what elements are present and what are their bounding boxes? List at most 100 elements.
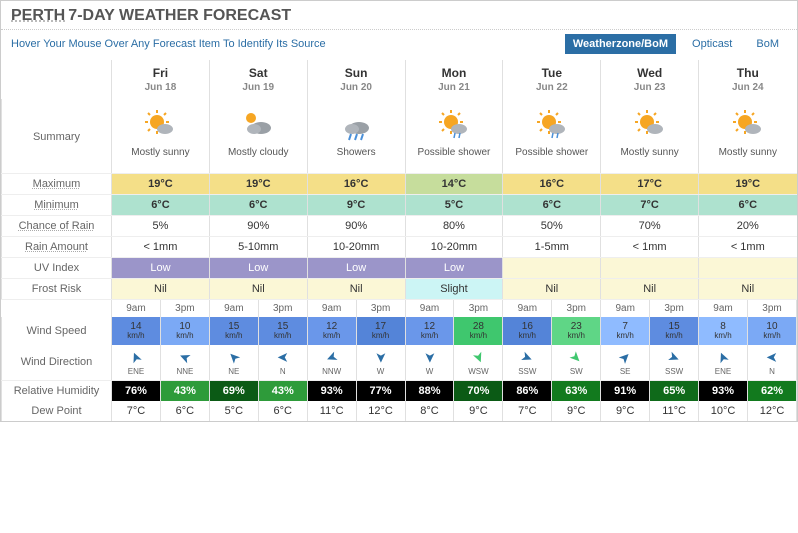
- humidity-cell[interactable]: 43%: [160, 380, 209, 401]
- dew-cell[interactable]: 9°C: [601, 401, 650, 421]
- frost-cell[interactable]: Nil: [307, 279, 405, 300]
- humidity-cell[interactable]: 86%: [503, 380, 552, 401]
- humidity-cell[interactable]: 63%: [552, 380, 601, 401]
- humidity-cell[interactable]: 88%: [405, 380, 454, 401]
- min-cell[interactable]: 5°C: [405, 195, 503, 216]
- rain_amt-cell[interactable]: 10-20mm: [307, 237, 405, 258]
- min-cell[interactable]: 6°C: [699, 195, 797, 216]
- summary-cell[interactable]: Mostly cloudy: [209, 99, 307, 174]
- uv-cell[interactable]: [601, 258, 699, 279]
- dew-cell[interactable]: 11°C: [307, 401, 356, 421]
- wind-dir-cell[interactable]: ➤NE: [209, 345, 258, 381]
- tab-opticast[interactable]: Opticast: [684, 34, 740, 54]
- frost-cell[interactable]: Nil: [503, 279, 601, 300]
- dew-cell[interactable]: 12°C: [356, 401, 405, 421]
- summary-cell[interactable]: Mostly sunny: [601, 99, 699, 174]
- dew-cell[interactable]: 9°C: [552, 401, 601, 421]
- rain_chance-cell[interactable]: 80%: [405, 216, 503, 237]
- dew-cell[interactable]: 6°C: [258, 401, 307, 421]
- wind-dir-cell[interactable]: ➤ENE: [112, 345, 161, 381]
- uv-cell[interactable]: [699, 258, 797, 279]
- wind-dir-cell[interactable]: ➤SW: [552, 345, 601, 381]
- min-cell[interactable]: 9°C: [307, 195, 405, 216]
- uv-cell[interactable]: Low: [112, 258, 210, 279]
- humidity-cell[interactable]: 93%: [699, 380, 748, 401]
- humidity-cell[interactable]: 43%: [258, 380, 307, 401]
- summary-cell[interactable]: Showers: [307, 99, 405, 174]
- dew-cell[interactable]: 11°C: [650, 401, 699, 421]
- frost-cell[interactable]: Slight: [405, 279, 503, 300]
- wind-dir-cell[interactable]: ➤NNW: [307, 345, 356, 381]
- summary-cell[interactable]: Mostly sunny: [112, 99, 210, 174]
- rain_chance-cell[interactable]: 50%: [503, 216, 601, 237]
- dew-cell[interactable]: 9°C: [454, 401, 503, 421]
- wind-dir-cell[interactable]: ➤W: [356, 345, 405, 381]
- frost-cell[interactable]: Nil: [601, 279, 699, 300]
- summary-cell[interactable]: Mostly sunny: [699, 99, 797, 174]
- min-cell[interactable]: 6°C: [503, 195, 601, 216]
- max-cell[interactable]: 19°C: [699, 174, 797, 195]
- wind-dir-cell[interactable]: ➤NNE: [160, 345, 209, 381]
- wind-speed-cell[interactable]: 7km/h: [601, 317, 650, 345]
- uv-cell[interactable]: Low: [405, 258, 503, 279]
- wind-speed-cell[interactable]: 16km/h: [503, 317, 552, 345]
- max-cell[interactable]: 16°C: [503, 174, 601, 195]
- rain_chance-cell[interactable]: 70%: [601, 216, 699, 237]
- frost-cell[interactable]: Nil: [112, 279, 210, 300]
- wind-speed-cell[interactable]: 15km/h: [209, 317, 258, 345]
- wind-dir-cell[interactable]: ➤N: [747, 345, 796, 381]
- rain_chance-cell[interactable]: 90%: [307, 216, 405, 237]
- rain_amt-cell[interactable]: < 1mm: [601, 237, 699, 258]
- humidity-cell[interactable]: 70%: [454, 380, 503, 401]
- frost-cell[interactable]: Nil: [209, 279, 307, 300]
- tab-bom[interactable]: BoM: [748, 34, 787, 54]
- wind-speed-cell[interactable]: 15km/h: [650, 317, 699, 345]
- wind-speed-cell[interactable]: 10km/h: [160, 317, 209, 345]
- rain_chance-cell[interactable]: 5%: [112, 216, 210, 237]
- wind-dir-cell[interactable]: ➤W: [405, 345, 454, 381]
- wind-speed-cell[interactable]: 8km/h: [699, 317, 748, 345]
- wind-dir-cell[interactable]: ➤N: [258, 345, 307, 381]
- max-cell[interactable]: 19°C: [209, 174, 307, 195]
- rain_amt-cell[interactable]: < 1mm: [699, 237, 797, 258]
- dew-cell[interactable]: 8°C: [405, 401, 454, 421]
- wind-speed-cell[interactable]: 10km/h: [747, 317, 796, 345]
- dew-cell[interactable]: 10°C: [699, 401, 748, 421]
- rain_chance-cell[interactable]: 90%: [209, 216, 307, 237]
- humidity-cell[interactable]: 76%: [112, 380, 161, 401]
- max-cell[interactable]: 17°C: [601, 174, 699, 195]
- summary-cell[interactable]: Possible shower: [405, 99, 503, 174]
- city-name[interactable]: PERTH: [11, 7, 65, 24]
- wind-speed-cell[interactable]: 12km/h: [405, 317, 454, 345]
- wind-dir-cell[interactable]: ➤SSW: [650, 345, 699, 381]
- humidity-cell[interactable]: 77%: [356, 380, 405, 401]
- dew-cell[interactable]: 7°C: [112, 401, 161, 421]
- wind-speed-cell[interactable]: 15km/h: [258, 317, 307, 345]
- min-cell[interactable]: 6°C: [112, 195, 210, 216]
- wind-dir-cell[interactable]: ➤SSW: [503, 345, 552, 381]
- min-cell[interactable]: 6°C: [209, 195, 307, 216]
- rain_chance-cell[interactable]: 20%: [699, 216, 797, 237]
- wind-speed-cell[interactable]: 14km/h: [112, 317, 161, 345]
- min-cell[interactable]: 7°C: [601, 195, 699, 216]
- wind-dir-cell[interactable]: ➤SE: [601, 345, 650, 381]
- frost-cell[interactable]: Nil: [699, 279, 797, 300]
- uv-cell[interactable]: Low: [209, 258, 307, 279]
- wind-dir-cell[interactable]: ➤ENE: [699, 345, 748, 381]
- humidity-cell[interactable]: 91%: [601, 380, 650, 401]
- humidity-cell[interactable]: 69%: [209, 380, 258, 401]
- dew-cell[interactable]: 6°C: [160, 401, 209, 421]
- wind-speed-cell[interactable]: 17km/h: [356, 317, 405, 345]
- humidity-cell[interactable]: 62%: [747, 380, 796, 401]
- humidity-cell[interactable]: 65%: [650, 380, 699, 401]
- rain_amt-cell[interactable]: 1-5mm: [503, 237, 601, 258]
- dew-cell[interactable]: 12°C: [747, 401, 796, 421]
- max-cell[interactable]: 14°C: [405, 174, 503, 195]
- uv-cell[interactable]: Low: [307, 258, 405, 279]
- summary-cell[interactable]: Possible shower: [503, 99, 601, 174]
- wind-speed-cell[interactable]: 12km/h: [307, 317, 356, 345]
- dew-cell[interactable]: 7°C: [503, 401, 552, 421]
- tab-weatherzone-bom[interactable]: Weatherzone/BoM: [565, 34, 676, 54]
- max-cell[interactable]: 19°C: [112, 174, 210, 195]
- wind-dir-cell[interactable]: ➤WSW: [454, 345, 503, 381]
